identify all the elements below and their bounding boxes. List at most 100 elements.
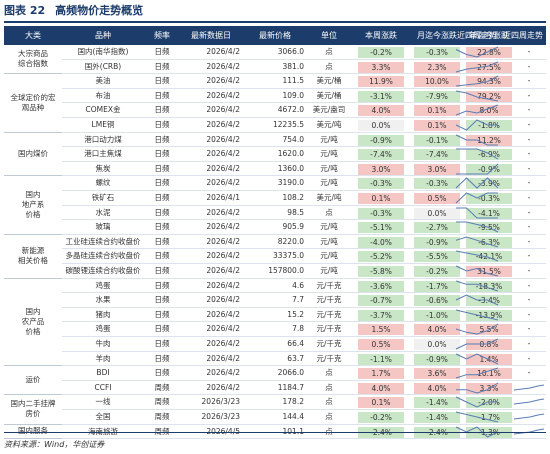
trend-alt-cell: - [527, 120, 531, 129]
sparkline-path [455, 323, 499, 335]
trend-sparkline [456, 163, 499, 175]
frequency-cell: 日频 [154, 266, 170, 275]
date-cell: 2026/4/2 [206, 134, 240, 144]
table-row: 美油 日频 2026/4/2 111.5 美元/桶 11.9% 10.0% 94.3% - [62, 74, 546, 89]
header-mtd-change: 月迄今涨跌 [417, 31, 457, 40]
price-cell: 12235.5 [272, 120, 304, 129]
date-cell: 2026/4/2 [206, 163, 240, 173]
mtd-change-cell: 0.0% [414, 339, 460, 350]
frequency-cell: 周频 [154, 397, 170, 407]
frequency-cell: 日频 [154, 134, 170, 144]
trend-sparkline [455, 134, 498, 146]
header-weekly-change: 本周涨跌 [365, 31, 397, 40]
trend-alt-cell: - [527, 339, 531, 348]
sparkline-path [455, 46, 499, 58]
ytd-change-cell: -3.9% [466, 178, 512, 190]
sparkline-path [455, 61, 499, 73]
unit-cell: 元/千克 [316, 280, 342, 290]
unit-cell: 元/吨 [320, 163, 338, 173]
weekly-change-cell: 0.0% [358, 120, 404, 131]
item-name: 国外(CRB) [84, 61, 122, 71]
sparkline-path [455, 338, 499, 350]
source-note: 资料来源：Wind，华创证券 [4, 440, 105, 449]
item-name: 螺纹 [95, 178, 111, 188]
weekly-change-cell: 11.9% [358, 76, 404, 88]
trend-sparkline [455, 61, 499, 73]
trend-alt-cell: - [527, 353, 531, 363]
trend-sparkline [455, 192, 498, 204]
sparkline-path [455, 119, 498, 131]
sparkline-path [455, 294, 499, 306]
frequency-cell: 日频 [154, 222, 170, 232]
header-latest-price: 最新价格 [259, 31, 291, 40]
mtd-change-cell: -0.3% [414, 178, 460, 190]
unit-cell: 元/吨 [320, 266, 338, 275]
weekly-change-cell: 4.0% [358, 105, 404, 117]
trend-alt-cell: - [527, 149, 531, 159]
trend-sparkline [455, 280, 499, 292]
table-row: 水果 日频 2026/4/2 7.7 元/千克 -0.7% -0.6% -3.4% - [62, 293, 546, 308]
frequency-cell: 周频 [154, 426, 170, 436]
ytd-change-cell: 22.8% [466, 47, 512, 58]
frequency-cell: 日频 [154, 324, 170, 334]
trend-alt-cell: - [527, 309, 531, 319]
item-name: 多晶硅连续合约收盘价 [65, 251, 141, 261]
trend-sparkline [455, 411, 499, 423]
mtd-change-cell: -0.3% [414, 47, 460, 58]
trend-alt-cell: - [527, 105, 531, 115]
mtd-change-cell: -0.9% [414, 353, 460, 365]
frequency-cell: 日频 [154, 207, 170, 217]
date-cell: 2026/4/2 [206, 309, 240, 319]
weekly-change-cell: 0.1% [358, 193, 404, 204]
unit-cell: 元/千克 [316, 295, 342, 305]
mtd-change-cell: -7.4% [414, 149, 460, 161]
table-row: 全国 周频 2026/3/23 144.4 点 -0.2% -1.4% -1.7% [62, 410, 546, 425]
frequency-cell: 日频 [154, 76, 170, 86]
price-cell: 7.8 [292, 324, 304, 334]
trend-alt-cell [512, 411, 546, 423]
table-row: COMEX金 日频 2026/4/2 4672.0 美元/盎司 4.0% 0.1% 8.0% - [62, 103, 546, 118]
ytd-change-cell: -4.1% [466, 207, 512, 219]
trend-sparkline [455, 396, 498, 408]
weekly-change-cell: -4.0% [358, 236, 404, 248]
trend-sparkline [455, 177, 499, 190]
category-cell: 国内煤价 [4, 132, 62, 177]
ytd-change-cell: 27.5% [466, 61, 512, 73]
price-cell: 4672.0 [277, 105, 304, 115]
item-name: 国内(南华指数) [77, 47, 129, 56]
sparkline-path [455, 411, 499, 423]
date-cell: 2026/4/2 [206, 207, 240, 217]
table-row: LME铜 日频 2026/4/2 12235.5 美元/吨 0.0% 0.1% -1.8% - [62, 118, 546, 133]
mtd-change-cell: -7.9% [414, 90, 460, 102]
item-name: 牛肉 [95, 339, 111, 348]
sparkline-path [455, 75, 499, 87]
table-row: 布油 日频 2026/4/2 109.0 美元/桶 -3.1% -7.9% 79.2% - [62, 89, 546, 104]
sparkline-path [456, 207, 498, 219]
mtd-change-cell: -2.7% [414, 222, 460, 234]
weekly-change-cell: -5.2% [358, 251, 404, 263]
trend-sparkline [455, 265, 499, 277]
unit-cell: 美元/盎司 [312, 105, 346, 115]
sparkline-path [455, 353, 499, 365]
unit-cell: 点 [325, 47, 333, 56]
unit-cell: 点 [325, 412, 333, 421]
mtd-change-cell: -1.4% [414, 397, 460, 409]
ytd-change-cell: -6.3% [466, 236, 512, 248]
trend-alt-sparkline [513, 413, 545, 420]
table-row: 水泥 日频 2026/4/2 98.5 点 -0.3% 0.0% -4.1% - [62, 206, 546, 221]
ytd-change-cell: -0.3% [466, 193, 512, 204]
price-cell: 1184.7 [277, 382, 304, 392]
header-frequency: 频率 [154, 31, 170, 40]
trend-alt-cell: - [527, 61, 531, 71]
table-row: 港口主焦煤 日频 2026/4/2 1620.0 元/吨 -7.4% -7.4% -6.9% - [62, 147, 546, 162]
unit-cell: 美元/吨 [316, 193, 342, 202]
mtd-change-cell: 0.5% [414, 193, 460, 204]
item-name: 全国 [95, 412, 111, 421]
weekly-change-cell: -3.6% [358, 280, 404, 292]
price-cell: 111.5 [282, 76, 304, 86]
date-cell: 2026/4/1 [206, 193, 240, 202]
sparkline-path [455, 265, 499, 277]
unit-cell: 美元/吨 [316, 120, 342, 129]
frequency-cell: 日频 [154, 193, 170, 202]
price-cell: 754.0 [282, 134, 304, 144]
